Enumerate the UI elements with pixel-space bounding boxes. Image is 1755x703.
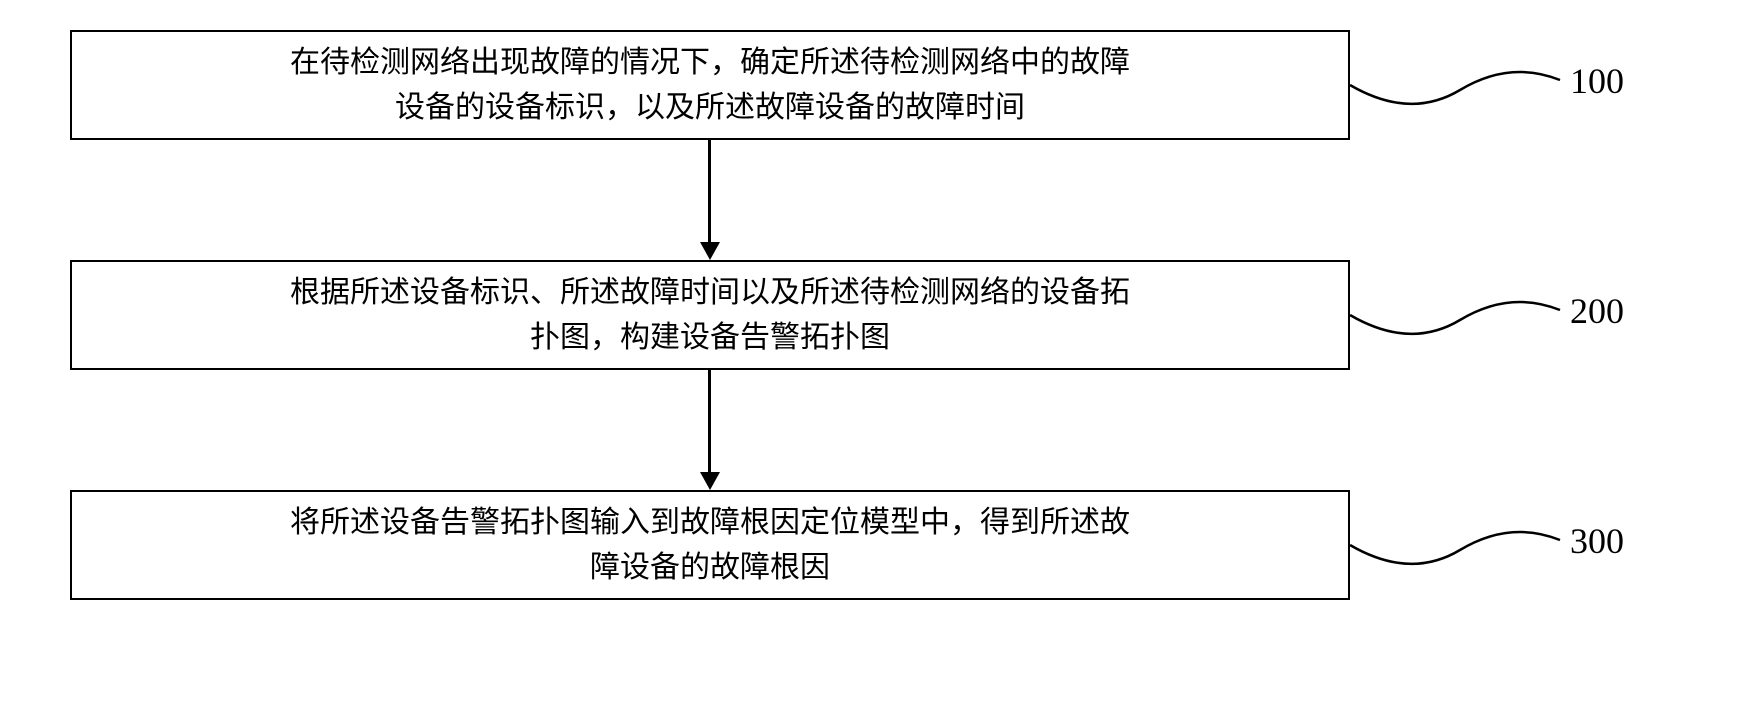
arrow-2-3-head [700, 472, 720, 490]
connector-3 [1350, 510, 1570, 580]
flow-label-1: 100 [1570, 60, 1624, 102]
flow-node-2-text: 根据所述设备标识、所述故障时间以及所述待检测网络的设备拓 扑图，构建设备告警拓扑… [290, 270, 1130, 360]
flow-node-1-text: 在待检测网络出现故障的情况下，确定所述待检测网络中的故障 设备的设备标识，以及所… [290, 40, 1130, 130]
flow-label-2: 200 [1570, 290, 1624, 332]
flow-label-3: 300 [1570, 520, 1624, 562]
flow-node-2: 根据所述设备标识、所述故障时间以及所述待检测网络的设备拓 扑图，构建设备告警拓扑… [70, 260, 1350, 370]
flow-node-3: 将所述设备告警拓扑图输入到故障根因定位模型中，得到所述故 障设备的故障根因 [70, 490, 1350, 600]
flowchart-container: 在待检测网络出现故障的情况下，确定所述待检测网络中的故障 设备的设备标识，以及所… [40, 30, 1715, 673]
connector-1 [1350, 50, 1570, 120]
arrow-2-3-line [708, 370, 711, 472]
arrow-1-2-line [708, 140, 711, 242]
arrow-1-2-head [700, 242, 720, 260]
flow-node-1: 在待检测网络出现故障的情况下，确定所述待检测网络中的故障 设备的设备标识，以及所… [70, 30, 1350, 140]
connector-2 [1350, 280, 1570, 350]
flow-node-3-text: 将所述设备告警拓扑图输入到故障根因定位模型中，得到所述故 障设备的故障根因 [290, 500, 1130, 590]
